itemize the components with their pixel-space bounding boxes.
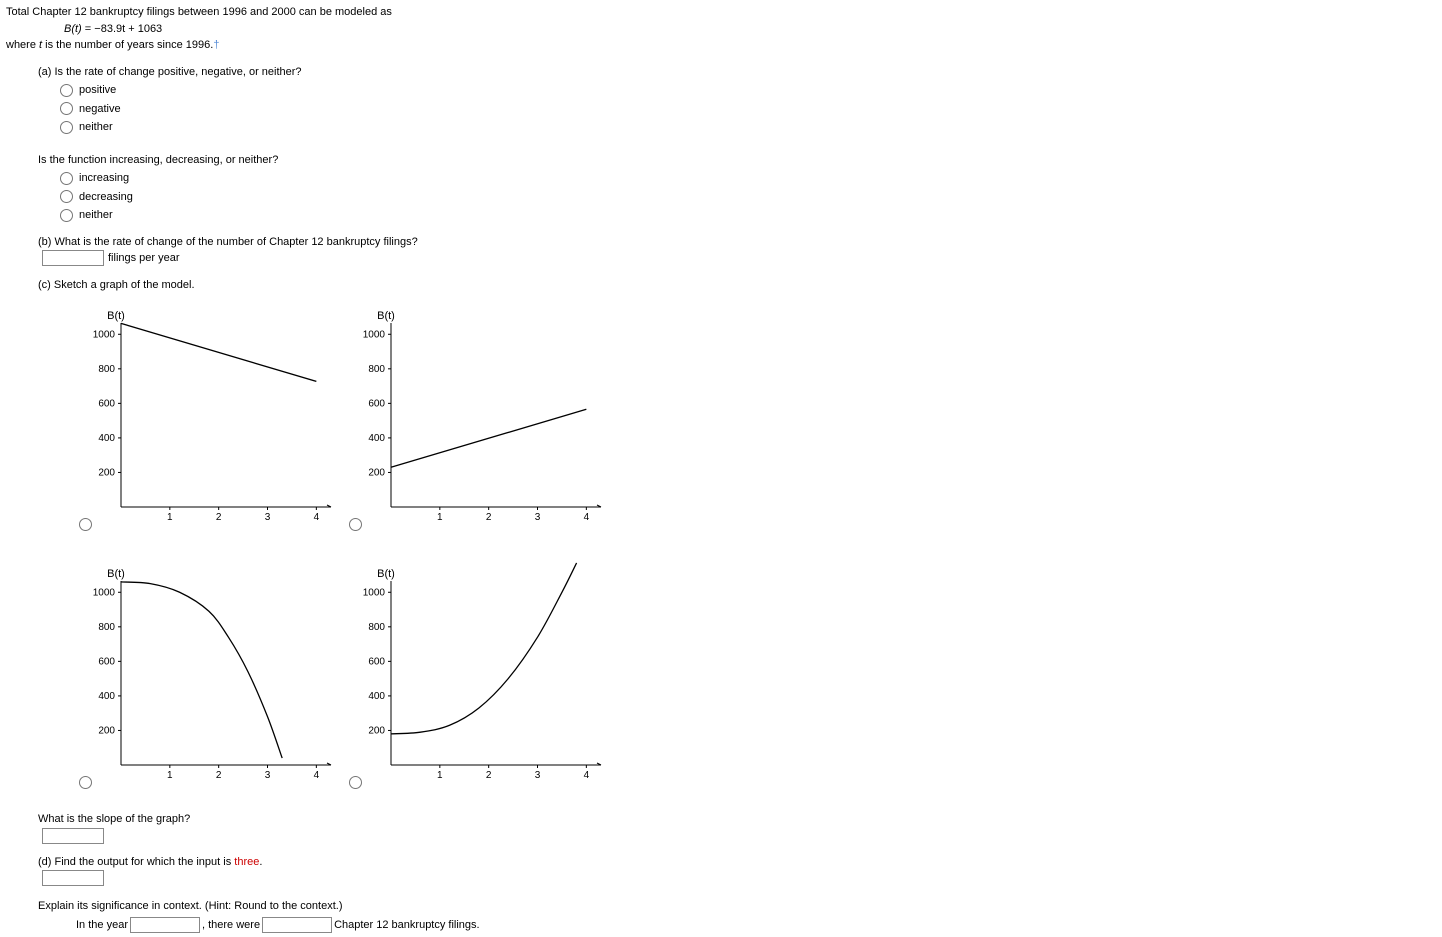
part-c-q: (c) Sketch a graph of the model. <box>38 277 1436 294</box>
radio-chart-1[interactable] <box>79 518 92 531</box>
part-b-q: (b) What is the rate of change of the nu… <box>38 234 1436 251</box>
svg-text:1: 1 <box>437 512 443 523</box>
intro-line2: where t is the number of years since 199… <box>6 37 1436 54</box>
rate-units: filings per year <box>108 250 180 267</box>
footnote-dagger: † <box>213 39 219 51</box>
chart-1-svg: B(t)20040060080010001234t <box>76 297 336 532</box>
svg-text:800: 800 <box>368 364 385 375</box>
svg-text:2: 2 <box>216 770 222 781</box>
svg-text:800: 800 <box>98 622 115 633</box>
svg-text:2: 2 <box>216 512 222 523</box>
svg-text:1: 1 <box>437 770 443 781</box>
filings-input[interactable] <box>262 917 332 933</box>
svg-text:3: 3 <box>265 770 271 781</box>
year-input[interactable] <box>130 917 200 933</box>
radio-neither-rate[interactable] <box>60 121 73 134</box>
radio-positive[interactable] <box>60 84 73 97</box>
chart-option-1: B(t)20040060080010001234t <box>76 297 346 547</box>
svg-text:3: 3 <box>265 512 271 523</box>
label-negative: negative <box>79 101 121 118</box>
input-value-three: three <box>234 856 259 868</box>
slope-input[interactable] <box>42 828 104 844</box>
explain-prompt: Explain its significance in context. (Hi… <box>38 898 1436 915</box>
svg-text:1000: 1000 <box>93 329 116 340</box>
radio-decreasing[interactable] <box>60 190 73 203</box>
svg-text:200: 200 <box>98 467 115 478</box>
svg-text:4: 4 <box>584 770 590 781</box>
svg-text:600: 600 <box>368 656 385 667</box>
svg-text:4: 4 <box>314 512 320 523</box>
svg-text:B(t): B(t) <box>377 310 395 322</box>
svg-text:4: 4 <box>584 512 590 523</box>
svg-text:4: 4 <box>314 770 320 781</box>
svg-text:3: 3 <box>535 770 541 781</box>
svg-text:B(t): B(t) <box>107 568 125 580</box>
rate-of-change-input[interactable] <box>42 250 104 266</box>
chart-option-2: B(t)20040060080010001234t <box>346 297 616 547</box>
svg-text:B(t): B(t) <box>377 568 395 580</box>
chart-2-svg: B(t)20040060080010001234t <box>346 297 606 532</box>
svg-text:200: 200 <box>368 467 385 478</box>
svg-text:B(t): B(t) <box>107 310 125 322</box>
svg-text:1: 1 <box>167 770 173 781</box>
chart-4-svg: B(t)20040060080010001234t <box>346 555 606 790</box>
svg-text:2: 2 <box>486 512 492 523</box>
svg-text:600: 600 <box>98 398 115 409</box>
svg-text:600: 600 <box>368 398 385 409</box>
radio-chart-4[interactable] <box>349 776 362 789</box>
svg-text:3: 3 <box>535 512 541 523</box>
intro-line1: Total Chapter 12 bankruptcy filings betw… <box>6 4 1436 21</box>
svg-text:1: 1 <box>167 512 173 523</box>
label-increasing: increasing <box>79 170 129 187</box>
svg-text:200: 200 <box>98 725 115 736</box>
svg-text:600: 600 <box>98 656 115 667</box>
radio-chart-3[interactable] <box>79 776 92 789</box>
part-a-q2: Is the function increasing, decreasing, … <box>38 152 1436 169</box>
output-value-input[interactable] <box>42 870 104 886</box>
svg-text:1000: 1000 <box>93 587 116 598</box>
chart-options-grid: B(t)20040060080010001234t B(t)2004006008… <box>76 297 1436 805</box>
part-a-q1: (a) Is the rate of change positive, nega… <box>38 64 1436 81</box>
svg-text:400: 400 <box>368 691 385 702</box>
svg-text:200: 200 <box>368 725 385 736</box>
radio-negative[interactable] <box>60 102 73 115</box>
svg-text:800: 800 <box>98 364 115 375</box>
svg-text:400: 400 <box>98 433 115 444</box>
radio-increasing[interactable] <box>60 172 73 185</box>
chart-option-3: B(t)20040060080010001234t <box>76 555 346 805</box>
svg-text:800: 800 <box>368 622 385 633</box>
part-d-q: (d) Find the output for which the input … <box>38 854 1436 871</box>
chart-option-4: B(t)20040060080010001234t <box>346 555 616 805</box>
chart-3-svg: B(t)20040060080010001234t <box>76 555 336 790</box>
model-equation: B(t) = −83.9t + 1063 <box>64 21 1436 38</box>
label-decreasing: decreasing <box>79 189 133 206</box>
svg-text:2: 2 <box>486 770 492 781</box>
svg-text:400: 400 <box>368 433 385 444</box>
svg-text:400: 400 <box>98 691 115 702</box>
fill-sentence: In the year , there were Chapter 12 bank… <box>76 917 1436 934</box>
label-neither-fn: neither <box>79 207 113 224</box>
svg-text:1000: 1000 <box>363 329 386 340</box>
label-positive: positive <box>79 82 116 99</box>
slope-question: What is the slope of the graph? <box>38 811 1436 828</box>
radio-chart-2[interactable] <box>349 518 362 531</box>
svg-text:1000: 1000 <box>363 587 386 598</box>
label-neither-rate: neither <box>79 119 113 136</box>
radio-neither-fn[interactable] <box>60 209 73 222</box>
